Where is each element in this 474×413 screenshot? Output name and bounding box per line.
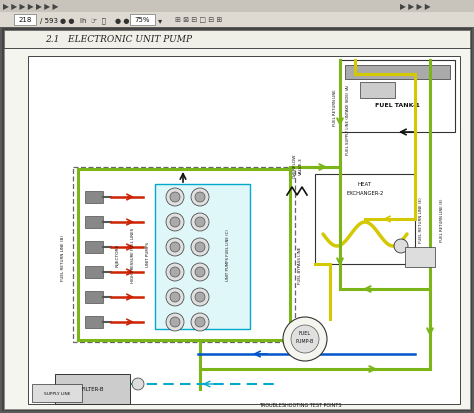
Circle shape [166,263,184,281]
Bar [14,15,36,26]
Circle shape [291,325,319,353]
Text: Ih  ☞  🔍: Ih ☞ 🔍 [80,17,106,24]
Text: FUEL RETURN LINE (B): FUEL RETURN LINE (B) [61,235,65,280]
Text: FUEL BYPASS LINE: FUEL BYPASS LINE [298,246,302,283]
Circle shape [166,189,184,206]
Circle shape [170,292,180,302]
Circle shape [195,242,205,252]
Circle shape [283,317,327,361]
Bar [360,83,395,99]
Bar [4,31,470,49]
Circle shape [191,263,209,281]
Text: FUEL RETURN LINE (E): FUEL RETURN LINE (E) [419,197,423,242]
Text: ▶ ▶ ▶ ▶: ▶ ▶ ▶ ▶ [400,2,430,11]
Circle shape [170,218,180,228]
Text: TROUBLESHOOTING TEST POINTS: TROUBLESHOOTING TEST POINTS [259,403,341,408]
Circle shape [166,288,184,306]
Circle shape [170,192,180,202]
Circle shape [195,218,205,228]
Circle shape [191,189,209,206]
Circle shape [191,313,209,331]
Text: FUEL TANK-1: FUEL TANK-1 [375,103,420,108]
Bar [315,175,415,264]
Circle shape [195,292,205,302]
Text: ⊞ ⊠ ⊟ □ ⊟ ⊞: ⊞ ⊠ ⊟ □ ⊟ ⊞ [175,17,222,24]
Bar [85,291,103,303]
Text: ▾: ▾ [158,16,162,25]
Bar [130,15,155,26]
Circle shape [166,238,184,256]
Circle shape [195,192,205,202]
Bar [85,216,103,228]
Bar [85,316,103,328]
Text: INJECTORS: INJECTORS [116,243,120,266]
Text: UNIT PUMPS: UNIT PUMPS [146,242,150,267]
Bar [0,0,474,13]
Bar [28,57,460,404]
Bar [73,168,295,342]
Bar [345,66,450,80]
Text: UNIT PUMPS FUEL LINE (C): UNIT PUMPS FUEL LINE (C) [226,228,230,280]
Text: PUMP-B: PUMP-B [296,339,314,344]
Circle shape [170,242,180,252]
Circle shape [170,267,180,277]
Text: FUEL SUPPLY LINE (INTAKE SIDE) (A): FUEL SUPPLY LINE (INTAKE SIDE) (A) [346,85,350,155]
Circle shape [394,240,408,254]
Circle shape [170,317,180,327]
Bar [32,384,82,402]
Circle shape [191,214,209,231]
Text: 2.1   ELECTRONIC UNIT PUMP: 2.1 ELECTRONIC UNIT PUMP [45,36,192,44]
Text: HIGH PRESSURE FUEL LINES: HIGH PRESSURE FUEL LINES [131,227,135,282]
Text: 218: 218 [18,17,32,24]
Circle shape [191,238,209,256]
Text: / 593: / 593 [40,17,58,24]
Text: FUEL RETURN LINE (E): FUEL RETURN LINE (E) [440,198,444,241]
Bar [155,185,250,329]
Bar [85,266,103,278]
Bar [405,247,435,267]
Text: ● ●: ● ● [60,17,74,24]
Text: FUEL: FUEL [299,331,311,336]
Circle shape [166,214,184,231]
Circle shape [195,317,205,327]
Text: VALVE-3: VALVE-3 [299,157,303,174]
Text: ▶ ▶ ▶ ▶ ▶ ▶ ▶: ▶ ▶ ▶ ▶ ▶ ▶ ▶ [3,2,58,11]
Bar [0,13,474,28]
Circle shape [191,288,209,306]
Text: SUPPLY LINE: SUPPLY LINE [44,391,70,395]
Bar [85,242,103,254]
Bar [55,374,130,404]
Bar [340,61,455,133]
Bar [85,192,103,204]
Circle shape [132,378,144,390]
Text: ● ●: ● ● [115,17,129,24]
Text: FUEL RETURN LINE: FUEL RETURN LINE [333,89,337,126]
Text: 75%: 75% [134,17,150,24]
Circle shape [166,313,184,331]
Text: OVERFLOW: OVERFLOW [293,153,297,178]
Circle shape [195,267,205,277]
Text: EXCHANGER-2: EXCHANGER-2 [346,191,383,196]
Text: FILTER-B: FILTER-B [81,387,104,392]
Text: HEAT: HEAT [358,182,372,187]
